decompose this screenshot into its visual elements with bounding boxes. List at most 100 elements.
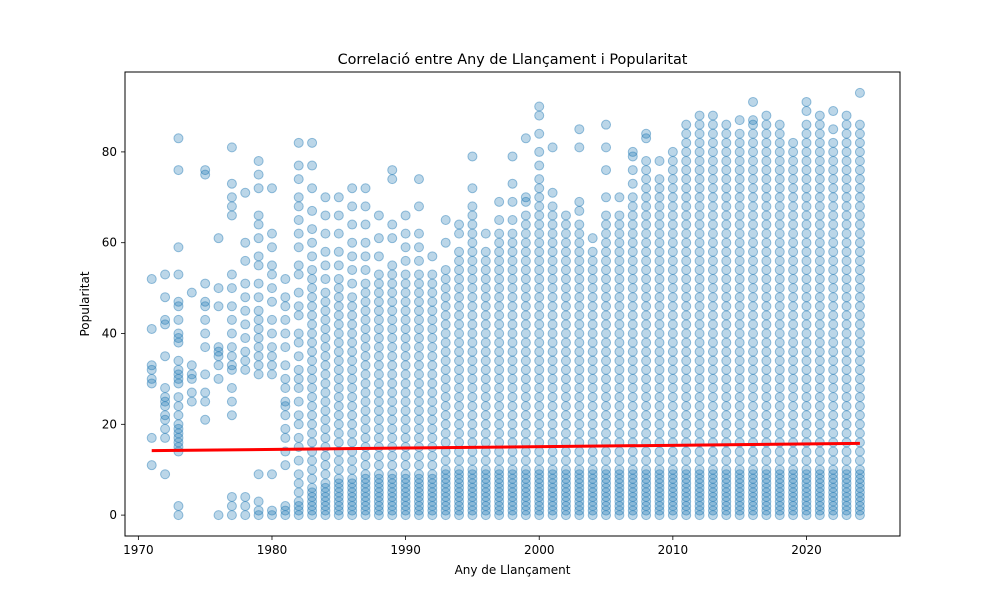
data-point xyxy=(734,292,745,303)
data-point xyxy=(841,183,852,194)
data-point xyxy=(667,510,678,521)
data-point xyxy=(721,292,732,303)
data-point xyxy=(266,469,277,480)
data-point xyxy=(480,401,491,412)
data-point xyxy=(480,228,491,239)
data-point xyxy=(574,237,585,248)
data-point xyxy=(814,192,825,203)
data-point xyxy=(574,219,585,230)
data-point xyxy=(801,401,812,412)
data-point xyxy=(828,491,839,502)
data-point xyxy=(347,501,358,512)
data-point xyxy=(494,469,505,480)
data-point xyxy=(841,469,852,480)
data-point xyxy=(226,510,237,521)
data-point xyxy=(587,501,598,512)
data-point xyxy=(387,278,398,289)
data-point xyxy=(266,505,277,516)
data-point xyxy=(520,310,531,321)
data-point xyxy=(801,364,812,375)
data-point xyxy=(587,482,598,493)
data-point xyxy=(587,478,598,489)
data-point xyxy=(801,455,812,466)
data-point xyxy=(734,455,745,466)
data-point xyxy=(721,119,732,130)
data-point xyxy=(440,392,451,403)
data-point xyxy=(454,292,465,303)
data-point xyxy=(360,201,371,212)
data-point xyxy=(788,446,799,457)
data-point xyxy=(333,428,344,439)
data-point xyxy=(293,496,304,507)
data-point xyxy=(641,501,652,512)
data-point xyxy=(748,264,759,275)
data-point xyxy=(347,455,358,466)
data-point xyxy=(761,237,772,248)
data-point xyxy=(828,155,839,166)
data-point xyxy=(293,419,304,430)
data-point xyxy=(333,478,344,489)
data-point xyxy=(788,478,799,489)
data-point xyxy=(667,364,678,375)
data-point xyxy=(654,264,665,275)
data-point xyxy=(601,246,612,257)
data-point xyxy=(226,269,237,280)
data-point xyxy=(347,473,358,484)
data-point xyxy=(560,505,571,516)
data-point xyxy=(534,469,545,480)
data-point xyxy=(828,274,839,285)
data-point xyxy=(427,369,438,380)
data-point xyxy=(587,255,598,266)
data-point xyxy=(667,419,678,430)
data-point xyxy=(641,128,652,139)
data-point xyxy=(614,274,625,285)
data-point xyxy=(480,487,491,498)
data-point xyxy=(574,382,585,393)
data-point xyxy=(480,310,491,321)
data-point xyxy=(721,487,732,498)
data-point xyxy=(707,373,718,384)
data-point xyxy=(694,228,705,239)
data-point xyxy=(560,210,571,221)
data-point xyxy=(293,215,304,226)
data-point xyxy=(814,505,825,516)
data-point xyxy=(507,455,518,466)
data-point xyxy=(240,187,251,198)
data-point xyxy=(520,464,531,475)
data-point xyxy=(774,328,785,339)
data-point xyxy=(774,364,785,375)
data-point xyxy=(828,174,839,185)
data-point xyxy=(828,382,839,393)
data-point xyxy=(774,319,785,330)
data-point xyxy=(681,505,692,516)
data-point xyxy=(360,342,371,353)
data-point xyxy=(748,210,759,221)
data-point xyxy=(173,314,184,325)
data-point xyxy=(654,410,665,421)
data-point xyxy=(387,501,398,512)
data-point xyxy=(186,360,197,371)
data-point xyxy=(734,255,745,266)
data-point xyxy=(627,178,638,189)
data-point xyxy=(534,264,545,275)
data-point xyxy=(641,428,652,439)
data-point xyxy=(734,392,745,403)
data-point xyxy=(307,337,318,348)
data-point xyxy=(841,328,852,339)
data-point xyxy=(307,464,318,475)
data-point xyxy=(841,319,852,330)
data-point xyxy=(547,491,558,502)
data-point xyxy=(694,469,705,480)
data-point xyxy=(734,146,745,157)
data-point xyxy=(333,328,344,339)
data-point xyxy=(814,264,825,275)
data-point xyxy=(788,201,799,212)
data-point xyxy=(240,491,251,502)
data-point xyxy=(547,283,558,294)
data-point xyxy=(721,319,732,330)
data-point xyxy=(734,491,745,502)
data-point xyxy=(721,310,732,321)
data-point xyxy=(828,469,839,480)
data-point xyxy=(694,364,705,375)
data-point xyxy=(721,219,732,230)
